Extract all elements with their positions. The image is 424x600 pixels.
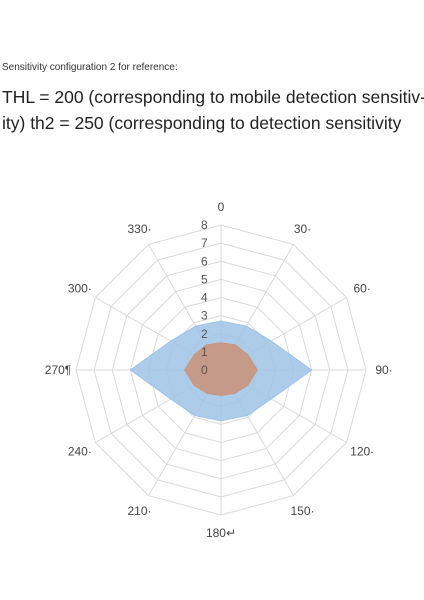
radial-tick-label: 8 <box>201 218 208 232</box>
angle-label: 120· <box>350 445 374 459</box>
radar-chart: 012345678030·60·90·120·150·180↵210·240·2… <box>45 200 393 540</box>
angle-label: 270¶ <box>45 363 71 377</box>
angle-label: 30· <box>294 222 311 236</box>
radial-tick-label: 2 <box>201 327 208 341</box>
radial-tick-label: 5 <box>201 272 208 286</box>
angle-label: 180↵ <box>206 526 236 540</box>
angle-label: 60· <box>353 282 370 296</box>
series-2-area <box>184 342 258 396</box>
angle-label: 300· <box>68 282 92 296</box>
configuration-description: THL = 200 (corresponding to mobile detec… <box>2 84 424 136</box>
radial-tick-label: 6 <box>201 254 208 268</box>
angle-label: 90· <box>375 363 392 377</box>
radial-tick-label: 7 <box>201 236 208 250</box>
radial-tick-label: 3 <box>201 309 208 323</box>
angle-label: 330· <box>127 222 151 236</box>
angle-label: 150· <box>290 504 314 518</box>
radial-tick-label: 1 <box>201 345 208 359</box>
radial-tick-label: 0 <box>201 363 208 377</box>
description-line-1: THL = 200 (corresponding to mobile detec… <box>2 87 424 107</box>
angle-label: 210· <box>127 504 151 518</box>
angle-label: 240· <box>68 445 92 459</box>
description-line-2: ity) th2 = 250 (corresponding to detecti… <box>2 113 402 133</box>
reference-note: Sensitivity configuration 2 for referenc… <box>2 62 178 73</box>
radial-tick-label: 4 <box>201 291 208 305</box>
angle-label: 0 <box>218 200 225 214</box>
